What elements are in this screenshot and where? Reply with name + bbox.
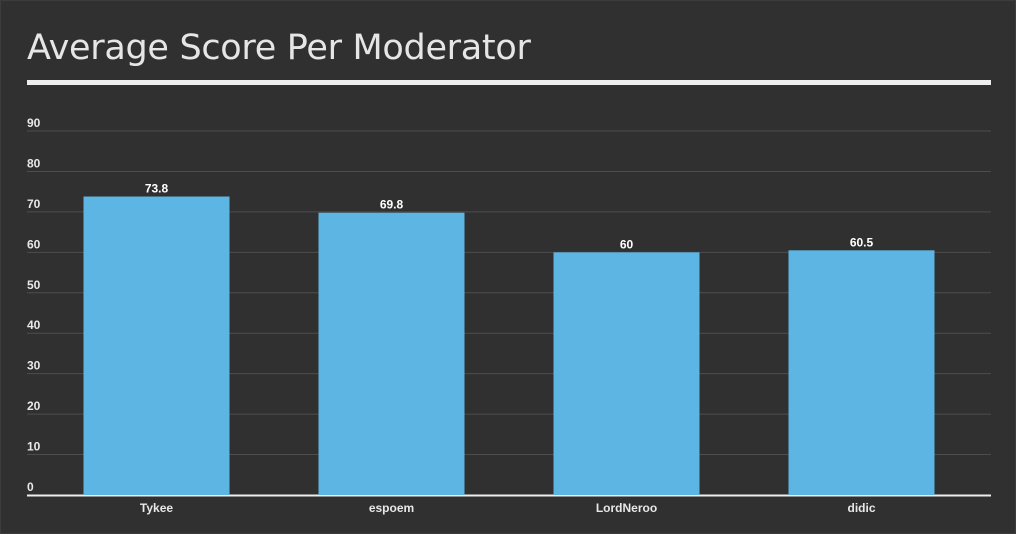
y-tick-label: 60 <box>27 237 41 251</box>
bar-didic <box>788 250 935 495</box>
y-axis-ticks: 0 10 20 30 40 50 60 70 80 90 <box>27 116 41 494</box>
bar-espoem <box>318 212 465 495</box>
bar-lordneroo <box>553 252 700 495</box>
y-tick-label: 70 <box>27 197 41 211</box>
data-label: 60.5 <box>850 235 874 249</box>
data-label: 60 <box>620 237 634 251</box>
x-tick-label: Tykee <box>140 501 173 515</box>
chart-title: Average Score Per Moderator <box>27 28 531 68</box>
x-tick-label: didic <box>847 501 875 515</box>
x-axis-labels: Tykee espoem LordNeroo didic <box>140 501 876 515</box>
data-label: 73.8 <box>145 182 169 196</box>
data-labels: 73.8 69.8 60 60.5 <box>145 182 874 252</box>
title-underline <box>27 80 991 85</box>
y-tick-label: 0 <box>27 480 34 494</box>
bars <box>83 196 935 495</box>
x-tick-label: espoem <box>369 501 414 515</box>
y-tick-label: 10 <box>27 440 41 454</box>
data-label: 69.8 <box>380 198 404 212</box>
y-tick-label: 30 <box>27 359 41 373</box>
y-tick-label: 90 <box>27 116 41 130</box>
y-tick-label: 50 <box>27 278 41 292</box>
y-tick-label: 80 <box>27 156 41 170</box>
y-tick-label: 40 <box>27 318 41 332</box>
x-tick-label: LordNeroo <box>596 501 657 515</box>
y-tick-label: 20 <box>27 399 41 413</box>
bar-tykee <box>83 196 230 495</box>
